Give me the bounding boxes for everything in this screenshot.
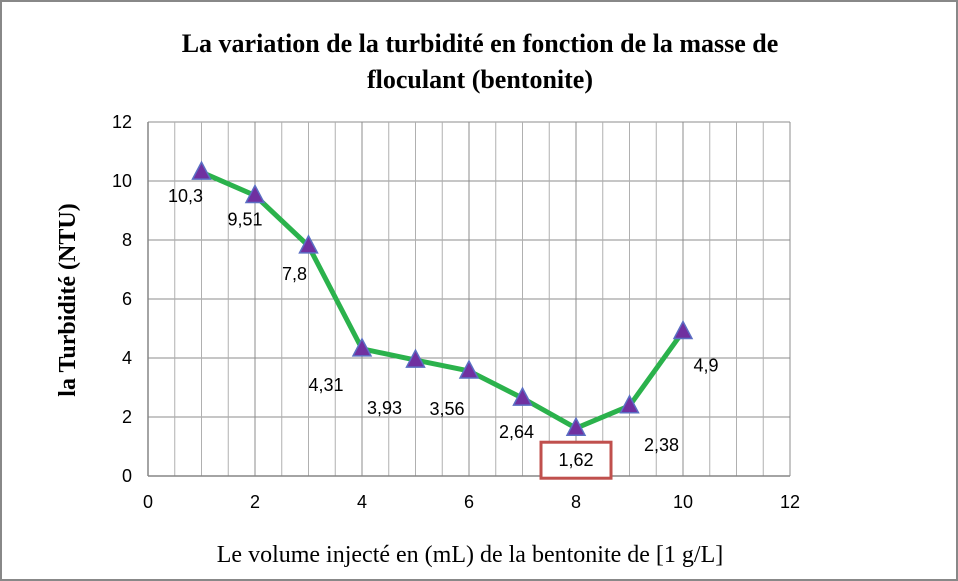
highlight-box [539, 440, 613, 480]
y-tick-label: 8 [122, 230, 132, 250]
x-tick-label: 2 [250, 492, 260, 512]
x-tick-label: 8 [571, 492, 581, 512]
x-tick-label: 10 [673, 492, 693, 512]
y-tick-label: 6 [122, 289, 132, 309]
y-tick-label: 4 [122, 348, 132, 368]
marker [512, 386, 533, 406]
x-tick-label: 0 [143, 492, 153, 512]
chart-title: floculant (bentonite) [367, 65, 593, 94]
marker [405, 348, 426, 368]
data-label: 4,9 [693, 355, 718, 375]
marker [619, 394, 640, 414]
marker [191, 160, 212, 180]
data-label: 3,56 [429, 399, 464, 419]
marker [672, 319, 694, 340]
x-tick-label: 4 [357, 492, 367, 512]
data-label: 4,31 [308, 375, 343, 395]
line [200, 169, 686, 431]
x-tick-label: 6 [464, 492, 474, 512]
chart-title: La variation de la turbidité en fonction… [182, 29, 779, 58]
data-label: 2,38 [644, 435, 679, 455]
y-axis-label: la Turbidité (NTU) [55, 203, 81, 396]
data-label: 10,3 [168, 186, 203, 206]
marker [351, 337, 373, 357]
data-label: 3,93 [367, 398, 402, 418]
marker [298, 234, 319, 254]
data-label: 1,62 [558, 450, 593, 470]
marker [458, 359, 480, 379]
data-label: 7,8 [282, 264, 307, 284]
x-axis-label: Le volume injecté en (mL) de la bentonit… [217, 542, 723, 568]
y-tick-label: 0 [122, 466, 132, 486]
y-tick-label: 10 [112, 171, 132, 191]
marker [244, 183, 266, 204]
x-tick-label: 12 [780, 492, 800, 512]
marker [565, 416, 587, 436]
y-tick-label: 2 [122, 407, 132, 427]
data-label: 2,64 [499, 422, 534, 442]
y-tick-label: 12 [112, 112, 132, 132]
data-label: 9,51 [227, 209, 262, 229]
